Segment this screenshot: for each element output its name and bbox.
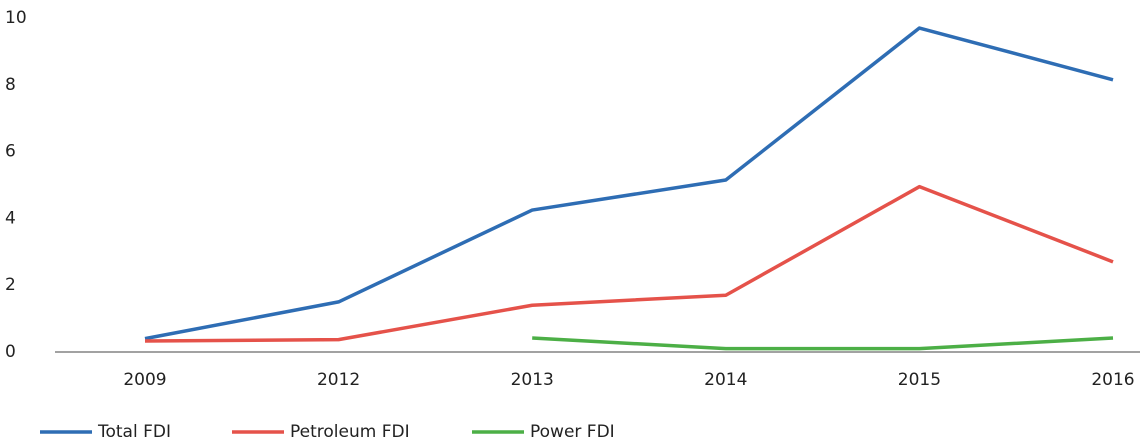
x-tick-label: 2009 <box>123 370 166 390</box>
x-tick-label: 2013 <box>511 370 554 390</box>
y-tick-label: 0 <box>5 342 16 362</box>
x-tick-label: 2015 <box>898 370 941 390</box>
y-tick-label: 8 <box>5 75 16 95</box>
y-tick-label: 6 <box>5 142 16 162</box>
legend-label: Petroleum FDI <box>290 422 410 442</box>
x-tick-label: 2012 <box>317 370 360 390</box>
x-tick-label: 2014 <box>704 370 747 390</box>
series-line <box>144 184 1114 343</box>
legend-label: Power FDI <box>530 422 615 442</box>
legend-label: Total FDI <box>97 422 171 442</box>
series-line <box>144 26 1114 341</box>
series-line <box>532 336 1114 351</box>
y-tick-label: 10 <box>5 8 27 28</box>
y-tick-label: 2 <box>5 275 16 295</box>
y-tick-label: 4 <box>5 208 16 228</box>
x-tick-label: 2016 <box>1091 370 1134 390</box>
